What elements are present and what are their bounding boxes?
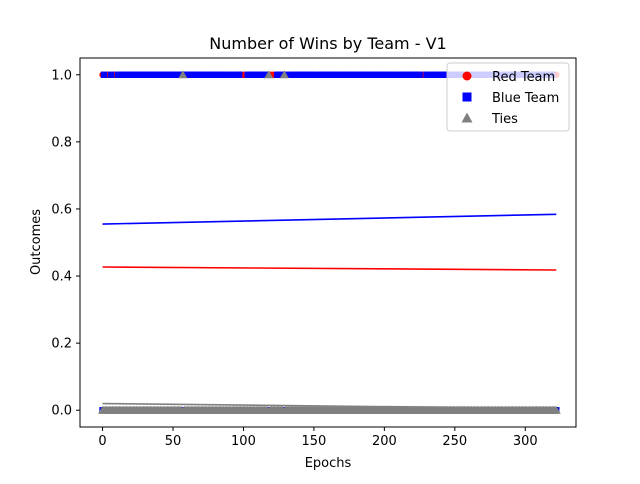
trend-line-blue-team [102, 213, 557, 225]
blue-team-point [423, 71, 430, 78]
y-tick-label: 0.2 [51, 337, 72, 352]
blue-team-point [236, 71, 243, 78]
blue-team-point [405, 71, 412, 78]
legend: Red Team Blue Team Ties [446, 62, 570, 132]
ties-point [178, 70, 188, 79]
x-tick-label: 100 [231, 434, 256, 449]
trend-line-ties [102, 402, 557, 410]
blue-team-point [121, 71, 129, 78]
blue-team-point [100, 71, 108, 78]
blue-team-point [262, 71, 270, 78]
y-tick-label: 0.6 [51, 202, 72, 217]
blue-team-point [161, 71, 168, 78]
blue-team-point [441, 71, 449, 78]
y-tick-label: 1.0 [51, 68, 72, 83]
blue-team-point [199, 71, 206, 78]
blue-team-point [427, 71, 435, 78]
y-tick-label: 0.8 [51, 135, 72, 150]
x-tick-label: 150 [301, 434, 326, 449]
blue-team-point [352, 71, 360, 78]
y-tick-label: 0.4 [51, 270, 72, 285]
blue-team-point [434, 71, 442, 78]
blue-team-point [155, 71, 163, 78]
trend-line-red-team [102, 266, 557, 271]
blue-team-point [307, 71, 315, 78]
blue-team-point [217, 71, 225, 78]
x-tick-label: 50 [165, 434, 182, 449]
blue-team-point [230, 71, 237, 78]
axes-frame [79, 57, 577, 428]
blue-team-point [107, 71, 115, 78]
blue-team-point [278, 71, 285, 78]
x-tick-label: 250 [442, 434, 467, 449]
blue-team-point [221, 71, 229, 78]
blue-team-point [285, 71, 292, 78]
chart-title: Number of Wins by Team - V1 [209, 34, 446, 53]
legend-label-red-team: Red Team [492, 70, 555, 85]
blue-team-point [367, 71, 374, 78]
blue-team-point [333, 71, 340, 78]
x-tick-label: 0 [98, 434, 106, 449]
blue-team-point [381, 71, 388, 78]
legend-marker-ties [461, 112, 473, 123]
legend-box [446, 62, 570, 132]
ties-point [279, 70, 289, 79]
legend-marker-red-team [462, 71, 472, 81]
ties-point [264, 70, 274, 79]
legend-marker-blue-team [462, 92, 472, 102]
legend-label-ties: Ties [491, 112, 518, 127]
y-axis-label: Outcomes [29, 209, 44, 275]
blue-team-point [392, 71, 399, 78]
blue-team-point [312, 71, 319, 78]
x-tick-label: 300 [513, 434, 538, 449]
x-axis-label: Epochs [305, 456, 352, 471]
x-tick-label: 200 [372, 434, 397, 449]
blue-team-point [416, 71, 423, 78]
blue-team-point [226, 71, 233, 78]
ties-point [551, 405, 561, 414]
blue-team-point [134, 71, 141, 78]
legend-label-blue-team: Blue Team [492, 91, 559, 106]
y-tick-label: 0.0 [51, 404, 72, 419]
